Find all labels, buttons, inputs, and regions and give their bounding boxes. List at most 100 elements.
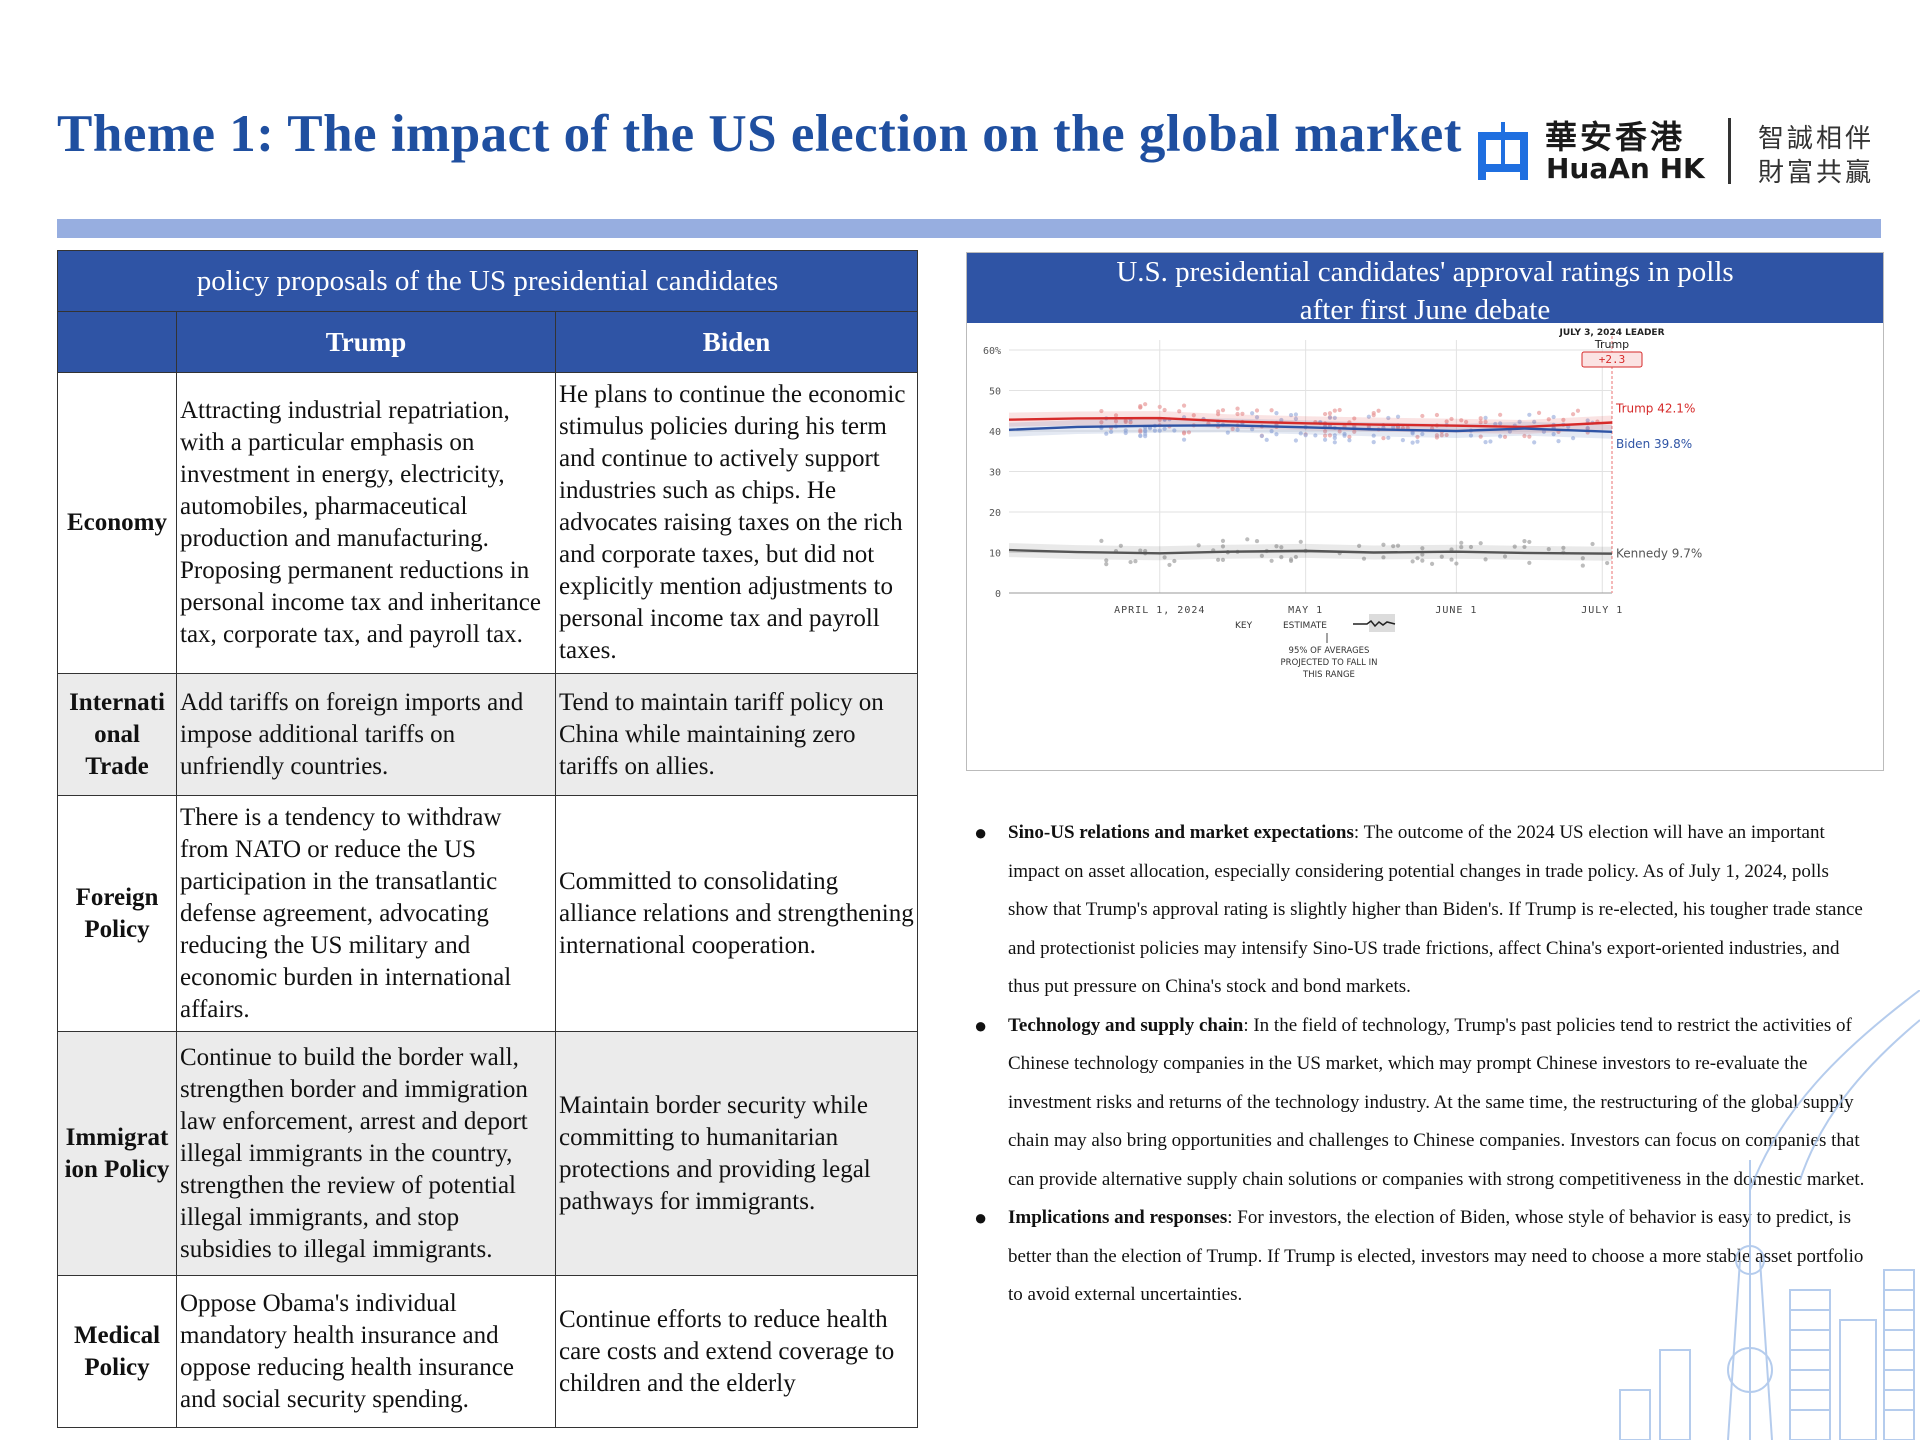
poll-dot [1220, 557, 1226, 562]
y-tick-label: 20 [989, 508, 1001, 519]
table-header-empty [57, 311, 177, 373]
y-tick-label: 0 [995, 589, 1001, 600]
trump-foreign: There is a tendency to withdraw from NAT… [176, 795, 556, 1032]
poll-dot [1327, 415, 1333, 420]
poll-dot [1561, 417, 1566, 422]
row-label-medical-line2: Policy [84, 1353, 150, 1381]
poll-dot [1502, 554, 1508, 559]
poll-dot [1352, 416, 1357, 421]
poll-dot [1250, 427, 1255, 432]
poll-dot [1493, 421, 1498, 427]
poll-dot [1478, 420, 1483, 425]
poll-dot [1420, 431, 1425, 437]
poll-dot [1259, 433, 1264, 439]
y-tick-label: 10 [989, 549, 1001, 560]
poll-dot [1123, 419, 1128, 425]
poll-dot [1138, 405, 1143, 410]
poll-dot [1498, 412, 1503, 417]
poll-dot [1322, 411, 1328, 417]
series-line [1008, 548, 1613, 555]
poll-dot [1274, 544, 1279, 549]
y-tick-label: 40 [989, 427, 1001, 438]
bullet-text: : The outcome of the 2024 US election wi… [1008, 822, 1863, 997]
key-estimate-line [1353, 619, 1396, 628]
key-label: KEY [1235, 621, 1253, 631]
poll-dot [1478, 416, 1483, 421]
poll-dot [1274, 432, 1279, 437]
poll-dot [1293, 416, 1299, 421]
poll-dot [1522, 539, 1527, 544]
poll-dot [1546, 547, 1551, 552]
poll-dot [1400, 438, 1405, 443]
poll-dot [1128, 559, 1133, 565]
poll-dot [1172, 428, 1177, 433]
poll-dot [1420, 413, 1425, 419]
leader-margin-box [1581, 351, 1643, 368]
biden-economy: He plans to continue the economic stimul… [554, 372, 919, 674]
poll-dot [1468, 544, 1474, 550]
poll-dot [1449, 557, 1454, 562]
poll-dot [1464, 419, 1469, 425]
poll-dot [1327, 433, 1333, 438]
logo-divider [1728, 118, 1731, 184]
poll-dot [1259, 553, 1264, 558]
y-tick-label: 50 [989, 387, 1001, 398]
poll-dot [1454, 561, 1459, 566]
poll-chart-panel: U.S. presidential candidates' approval r… [966, 252, 1884, 771]
bullet-icon: ● [974, 820, 988, 845]
poll-dot [1483, 557, 1488, 562]
bullet-text: : In the field of technology, Trump's pa… [1008, 1014, 1865, 1190]
table-header-biden: Biden [554, 311, 919, 373]
poll-dot [1478, 541, 1483, 546]
poll-dot [1342, 431, 1347, 437]
bullet-heading: Implications and responses [1008, 1207, 1228, 1228]
poll-dot [1123, 430, 1128, 436]
poll-dot [1220, 538, 1226, 543]
poll-dot [1434, 412, 1440, 418]
poll-dot [1216, 412, 1221, 417]
poll-dot [1293, 438, 1299, 443]
trump-trade: Add tariffs on foreign imports and impos… [176, 673, 556, 796]
poll-dot [1439, 433, 1444, 438]
table-caption: policy proposals of the US presidential … [56, 250, 919, 312]
poll-dot [1429, 561, 1435, 566]
poll-dot [1138, 433, 1143, 439]
poll-dot [1298, 539, 1303, 544]
y-tick-label: 60% [983, 346, 1001, 357]
row-label-immigration-line1: Immigrat [65, 1123, 169, 1151]
leader-label: JULY 3, 2024 LEADER [1558, 328, 1664, 338]
poll-dot [1391, 544, 1396, 549]
huaan-logo-icon [1478, 122, 1528, 180]
poll-dot [1220, 408, 1226, 413]
poll-dot [1395, 543, 1401, 548]
bullet-heading: Technology and supply chain [1008, 1014, 1244, 1036]
poll-dot [1449, 547, 1454, 552]
trump-immigration: Continue to build the border wall, stren… [176, 1031, 556, 1276]
poll-dot [1181, 437, 1187, 442]
x-tick-label: JULY 1 [1581, 605, 1623, 616]
table-header-trump: Trump [176, 311, 556, 373]
poll-dot [1269, 429, 1274, 434]
poll-dot [1216, 557, 1221, 562]
company-logo: 華安香港 HuaAn HK 智誠相伴 財富共贏 [1470, 112, 1890, 192]
poll-dot [1186, 430, 1192, 435]
poll-dot [1585, 418, 1590, 423]
row-label-trade-line3: Trade [85, 752, 149, 780]
poll-dot [1532, 419, 1537, 424]
poll-dot [1225, 430, 1230, 435]
poll-dot [1327, 411, 1333, 416]
poll-dot [1483, 419, 1488, 425]
poll-dot [1381, 542, 1386, 547]
poll-dot [1167, 562, 1172, 568]
poll-dot [1099, 408, 1104, 414]
poll-dot [1250, 411, 1255, 416]
row-label-immigration: Immigrat ion Policy [57, 1031, 177, 1276]
bullet-item: ● Implications and responses: For investo… [970, 1199, 1870, 1315]
poll-dot [1371, 433, 1376, 438]
poll-dot [1498, 421, 1503, 426]
poll-dot [1177, 409, 1182, 414]
series-end-label: Biden 39.8% [1616, 437, 1692, 451]
poll-dot [1254, 415, 1260, 420]
poll-dot [1570, 412, 1576, 417]
row-label-medical: Medical Policy [57, 1275, 177, 1428]
